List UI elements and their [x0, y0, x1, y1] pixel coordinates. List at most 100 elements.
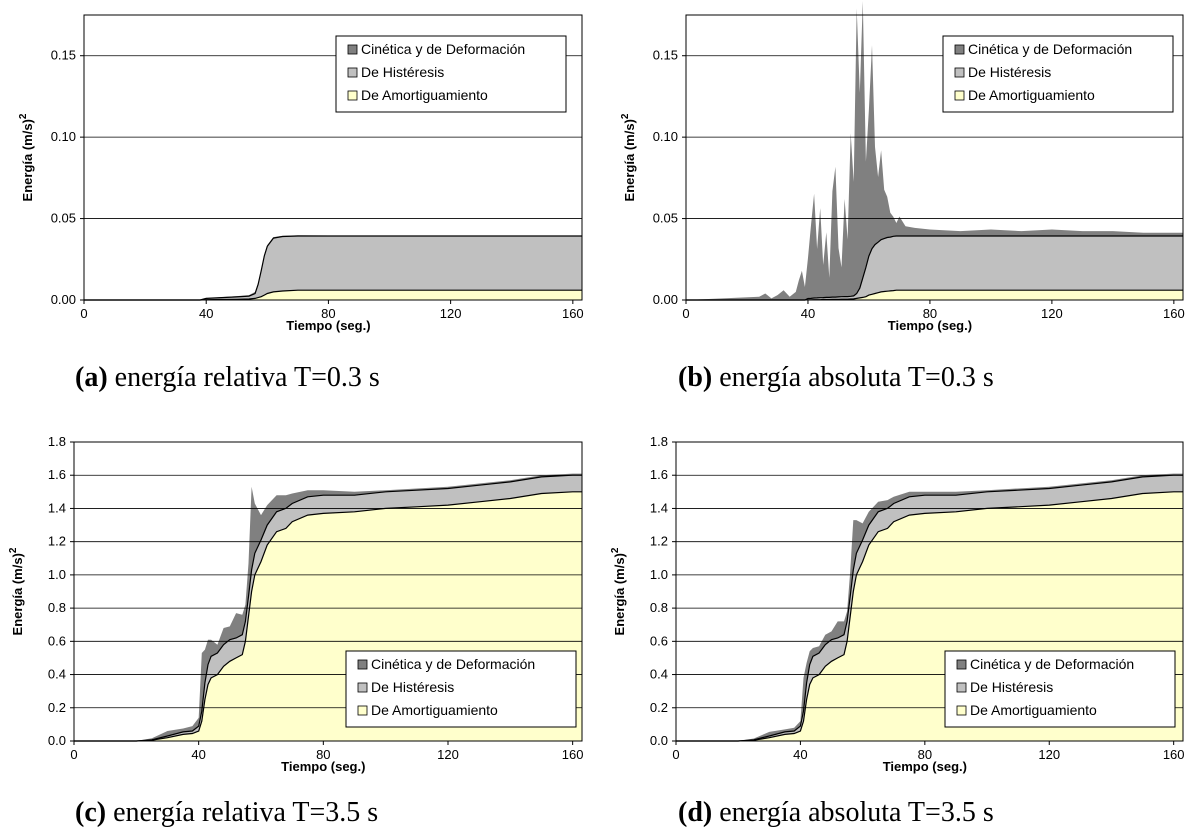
y-axis-label: Energía (m/s)2 — [18, 113, 35, 201]
area-hysteresis — [686, 236, 1183, 300]
y-tick-label: 1.6 — [48, 467, 66, 482]
x-tick-label: 160 — [562, 747, 584, 762]
legend-swatch — [956, 682, 967, 693]
x-tick-label: 160 — [1163, 747, 1185, 762]
y-tick-label: 1.6 — [650, 467, 668, 482]
damping-outline — [676, 491, 1183, 742]
y-tick-label: 0.6 — [650, 633, 668, 648]
caption-d: (d) energía absoluta T=3.5 s — [678, 797, 994, 829]
x-tick-label: 120 — [437, 747, 459, 762]
y-tick-label: 0.05 — [51, 211, 76, 226]
chart-b: 0.00 0.05 0.10 0.15 0 40 80 120 160 Tiempo (seg.)… — [620, 1, 1185, 333]
caption-c-tag: (c) — [75, 797, 107, 828]
y-tick-label: 0.15 — [51, 48, 76, 63]
damping-outline — [74, 491, 582, 742]
y-tick-label: 0.00 — [51, 292, 76, 307]
y-tick-label: 0.0 — [650, 733, 668, 748]
x-tick-label: 40 — [793, 747, 807, 762]
caption-b-tag: (b) — [678, 362, 713, 393]
x-tick-label: 0 — [682, 306, 689, 321]
y-tick-label: 0.4 — [650, 667, 668, 682]
x-axis-label: Tiempo (seg.) — [286, 318, 370, 333]
y-tick-label: 0.10 — [51, 129, 76, 144]
caption-b-text: energía absoluta T=0.3 s — [712, 362, 994, 393]
chart-c: 0.0 0.2 0.4 0.6 0.8 1.0 1.2 1.4 1.6 1.8 0 40 80 120 16… — [8, 434, 584, 774]
y-axis-label: Energía (m/s)2 — [610, 547, 627, 635]
x-axis-label: Tiempo (seg.) — [883, 759, 967, 774]
legend-swatch — [357, 705, 368, 716]
legend-label: De Histéresis — [371, 679, 454, 695]
y-tick-label: 0.2 — [48, 700, 66, 715]
x-tick-label: 160 — [562, 306, 584, 321]
y-tick-label: 0.4 — [48, 667, 66, 682]
legend-label: De Histéresis — [361, 64, 444, 80]
plot-frame — [73, 441, 583, 742]
panel-b: 0.00 0.05 0.10 0.15 0 40 80 120 160 Tiempo (seg.)… — [600, 0, 1190, 345]
x-tick-label: 40 — [199, 306, 213, 321]
legend-box — [335, 35, 567, 113]
x-tick-label: 80 — [316, 747, 330, 762]
x-tick-label: 80 — [923, 306, 937, 321]
y-axis-label: Energía (m/s)2 — [620, 113, 637, 201]
area-damping — [686, 290, 1183, 300]
x-tick-label: 160 — [1163, 306, 1185, 321]
x-tick-label: 80 — [321, 306, 335, 321]
hysteresis-outline — [74, 474, 582, 742]
area-hysteresis — [84, 236, 582, 300]
legend-box — [942, 35, 1174, 113]
panel-a: 0.00 0.05 0.10 0.15 0 40 80 120 160 Tiempo (seg.)… — [0, 0, 590, 345]
legend-label: Cinética y de Deformación — [970, 656, 1134, 672]
panel-c: 0.0 0.2 0.4 0.6 0.8 1.0 1.2 1.4 1.6 1.8 0 40 80 120 16… — [0, 428, 590, 788]
x-tick-label: 0 — [70, 747, 77, 762]
x-axis-label: Tiempo (seg.) — [888, 318, 972, 333]
legend-label: Cinética y de Deformación — [371, 656, 535, 672]
caption-d-tag: (d) — [678, 797, 713, 828]
y-tick-label: 1.4 — [650, 500, 668, 515]
legend-label: De Amortiguamiento — [968, 87, 1095, 103]
legend-label: De Histéresis — [970, 679, 1053, 695]
y-axis-label: Energía (m/s)2 — [8, 547, 25, 635]
chart-d: 0.0 0.2 0.4 0.6 0.8 1.0 1.2 1.4 1.6 1.8 0 40 80 120 16… — [610, 434, 1185, 774]
caption-a-text: energía relativa T=0.3 s — [107, 362, 380, 393]
legend-swatch — [954, 90, 965, 101]
x-tick-label: 120 — [1038, 747, 1060, 762]
y-tick-label: 0.05 — [653, 211, 678, 226]
caption-c: (c) energía relativa T=3.5 s — [75, 797, 378, 829]
y-tick-label: 1.2 — [48, 534, 66, 549]
y-tick-label: 0.15 — [653, 48, 678, 63]
y-tick-label: 0.0 — [48, 733, 66, 748]
legend-label: De Histéresis — [968, 64, 1051, 80]
legend-label: De Amortiguamiento — [361, 87, 488, 103]
caption-c-text: energía relativa T=3.5 s — [106, 797, 379, 828]
panel-d: 0.0 0.2 0.4 0.6 0.8 1.0 1.2 1.4 1.6 1.8 0 40 80 120 16… — [600, 428, 1190, 788]
y-tick-label: 1.0 — [48, 567, 66, 582]
legend-label: Cinética y de Deformación — [968, 41, 1132, 57]
caption-a: (a) energía relativa T=0.3 s — [75, 362, 380, 394]
plot-frame — [685, 14, 1184, 301]
y-axis-label-superscript: 2 — [610, 547, 621, 553]
caption-b: (b) energía absoluta T=0.3 s — [678, 362, 994, 394]
legend-label: De Amortiguamiento — [371, 702, 498, 718]
x-tick-label: 120 — [1041, 306, 1063, 321]
y-axis-label-superscript: 2 — [8, 547, 19, 553]
x-tick-label: 40 — [191, 747, 205, 762]
y-axis-label-superscript: 2 — [620, 113, 631, 119]
plot-frame — [83, 14, 583, 301]
x-tick-label: 80 — [918, 747, 932, 762]
x-tick-label: 0 — [80, 306, 87, 321]
y-tick-label: 0.6 — [48, 633, 66, 648]
legend-label: De Amortiguamiento — [970, 702, 1097, 718]
x-tick-label: 0 — [672, 747, 679, 762]
x-tick-label: 120 — [440, 306, 462, 321]
caption-d-text: energía absoluta T=3.5 s — [712, 797, 994, 828]
y-tick-label: 1.8 — [650, 434, 668, 449]
plot-frame — [675, 441, 1184, 742]
legend-box — [345, 650, 577, 728]
legend-swatch — [347, 67, 358, 78]
hysteresis-outline — [84, 235, 582, 301]
legend-swatch — [956, 659, 967, 670]
legend-box — [944, 650, 1176, 728]
legend-swatch — [357, 659, 368, 670]
y-tick-label: 0.10 — [653, 129, 678, 144]
y-tick-label: 0.8 — [650, 600, 668, 615]
